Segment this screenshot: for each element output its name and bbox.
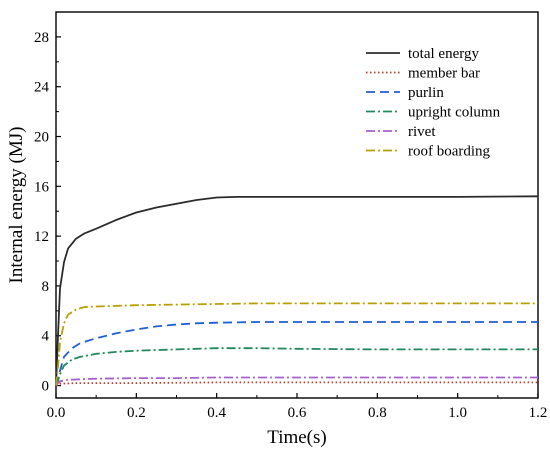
y-tick-label: 16 bbox=[34, 179, 50, 195]
series-line-rivet bbox=[55, 376, 538, 387]
series-line-member-bar bbox=[55, 381, 538, 387]
legend-label: roof boarding bbox=[408, 144, 491, 160]
legend-label: member bar bbox=[408, 66, 480, 82]
x-tick-label: 0.8 bbox=[368, 405, 387, 421]
x-tick-label: 0.2 bbox=[127, 405, 146, 421]
y-tick-label: 12 bbox=[34, 229, 49, 245]
y-axis-title: Internal energy (MJ) bbox=[6, 127, 27, 284]
x-tick-label: 1.2 bbox=[529, 405, 548, 421]
x-tick-label: 0.0 bbox=[47, 405, 66, 421]
legend-label: rivet bbox=[408, 124, 436, 140]
series-layer bbox=[55, 195, 539, 387]
y-tick-label: 8 bbox=[42, 279, 50, 295]
y-axis: 0 4 8 12 16 20 24 28 bbox=[34, 30, 61, 395]
x-tick-label: 1.0 bbox=[448, 405, 467, 421]
y-tick-label: 4 bbox=[42, 329, 50, 345]
y-tick-label: 28 bbox=[34, 30, 49, 46]
series-line-purlin bbox=[55, 321, 538, 386]
series-line-total-energy bbox=[55, 195, 539, 386]
y-tick-label: 0 bbox=[42, 379, 50, 395]
series-line-roof-boarding bbox=[55, 302, 538, 386]
legend-label: total energy bbox=[408, 46, 479, 62]
x-axis-title: Time(s) bbox=[267, 427, 326, 448]
y-tick-label: 24 bbox=[34, 80, 50, 96]
y-tick-label: 20 bbox=[34, 130, 49, 146]
series-line-upright-column bbox=[55, 347, 538, 386]
legend-label: purlin bbox=[408, 85, 444, 101]
x-tick-label: 0.6 bbox=[288, 405, 307, 421]
x-tick-label: 0.4 bbox=[207, 405, 226, 421]
legend: total energy member bar purlin upright colu… bbox=[366, 46, 501, 160]
x-axis: 0.0 0.2 0.4 0.6 0.8 1.0 1.2 bbox=[47, 393, 548, 421]
legend-label: upright column bbox=[408, 105, 501, 121]
